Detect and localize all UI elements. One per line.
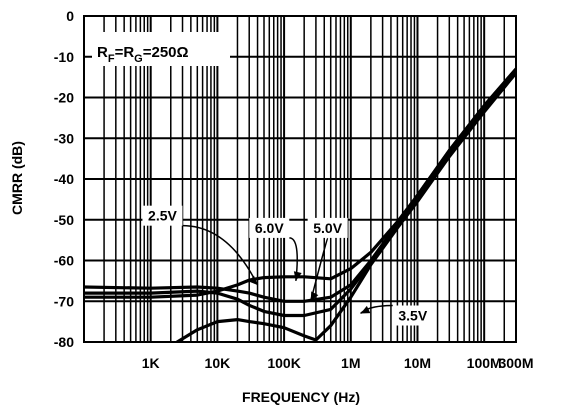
annotation-label-bg <box>392 305 433 326</box>
annotation-arrowhead <box>293 271 302 281</box>
annotation-arrow <box>182 224 259 286</box>
series-layer <box>84 67 516 342</box>
y-tick-label: 0 <box>66 8 74 24</box>
annotation-label: 6.0V <box>255 220 284 236</box>
annotation-label-bg <box>142 205 183 226</box>
y-tick-label: -40 <box>54 171 74 187</box>
x-tick-label: 100K <box>267 355 300 371</box>
annotation-label: 5.0V <box>313 220 342 236</box>
annotation-3-5v: 3.5V <box>360 304 433 326</box>
y-tick-labels: 0 -10 -20 -30 -40 -50 -60 -70 -80 <box>54 8 74 350</box>
condition-label-sub-f: F <box>108 53 115 65</box>
x-tick-label: 10M <box>404 355 431 371</box>
x-tick-label: 100M <box>467 355 502 371</box>
annotation-label: 3.5V <box>398 308 427 324</box>
condition-label-part: R <box>97 44 108 61</box>
condition-label-part: =R <box>115 44 135 61</box>
condition-label-sub-g: G <box>134 53 143 65</box>
annotation-2-5v: 2.5V <box>142 205 259 286</box>
x-tick-label: 300M <box>498 355 533 371</box>
x-tick-label: 10K <box>205 355 231 371</box>
annotation-label: 2.5V <box>148 208 177 224</box>
x-tick-label: 1M <box>341 355 360 371</box>
annotation-arrowhead <box>310 291 319 302</box>
y-tick-label: -50 <box>54 212 74 228</box>
y-tick-label: -30 <box>54 130 74 146</box>
y-axis-title: CMRR (dB) <box>9 141 25 215</box>
annotation-5-0v: 5.0V <box>307 217 348 302</box>
y-tick-label: -70 <box>54 293 74 309</box>
annotation-arrowhead <box>360 305 371 314</box>
x-axis-title: FREQUENCY (Hz) <box>242 389 360 405</box>
series-line-3-5v <box>175 71 516 342</box>
series-annotations: 2.5V 6.0V 5.0V 3.5V <box>142 205 433 326</box>
x-tick-label: 1K <box>142 355 160 371</box>
y-tick-label: -10 <box>54 49 74 65</box>
plot-frame <box>83 15 517 343</box>
condition-label-box <box>92 32 230 66</box>
y-tick-label: -80 <box>54 334 74 350</box>
annotation-arrow <box>309 237 329 302</box>
annotation-label-bg <box>249 217 290 238</box>
annotation-arrowhead <box>248 275 258 285</box>
condition-label: RF=RG=250Ω <box>97 44 189 65</box>
annotation-label-bg <box>307 217 348 238</box>
y-tick-label: -60 <box>54 253 74 269</box>
condition-label-part: =250Ω <box>143 44 189 61</box>
annotation-6-0v: 6.0V <box>249 217 302 281</box>
y-tick-label: -20 <box>54 90 74 106</box>
